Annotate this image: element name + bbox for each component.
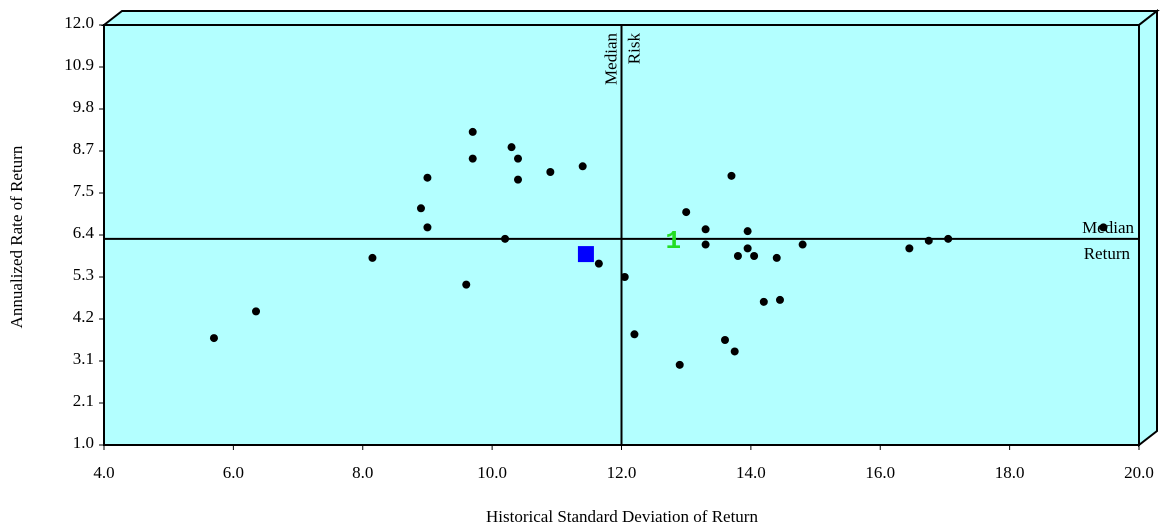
y-tick-label: 1.0 (73, 433, 94, 452)
x-tick-label: 18.0 (995, 463, 1025, 482)
scatter-point (759, 297, 768, 306)
scatter-point (368, 253, 377, 262)
scatter-point (682, 208, 691, 217)
y-tick-label: 2.1 (73, 391, 94, 410)
scatter-point (546, 168, 555, 176)
median-return-label-line2: Return (1084, 244, 1131, 263)
scatter-point (1099, 223, 1108, 232)
scatter-point (675, 360, 684, 369)
x-tick-label: 8.0 (352, 463, 373, 482)
y-tick-label: 4.2 (73, 307, 94, 326)
frame-top-face (101, 10, 1160, 26)
scatter-point (743, 244, 752, 253)
axis-ticks: 4.0 6.0 8.0 10.0 12.0 14.0 16.0 18.0 20.0 1.0 2.1 3… (64, 13, 1154, 482)
scatter-point (416, 204, 425, 213)
scatter-point (468, 127, 477, 136)
highlight-square-point (577, 246, 594, 263)
median-return-label-line1: Median (1082, 218, 1134, 237)
y-tick-label: 8.7 (73, 139, 95, 158)
scatter-point (750, 252, 759, 260)
y-tick-label: 10.9 (64, 55, 94, 74)
y-axis-title: Annualized Rate of Return (7, 145, 26, 328)
x-tick-label: 10.0 (477, 463, 507, 482)
scatter-point (730, 347, 739, 356)
x-tick-label: 12.0 (607, 463, 637, 482)
scatter-point (501, 234, 510, 243)
scatter-point (721, 336, 729, 344)
y-tick-label: 3.1 (73, 349, 94, 368)
scatter-point (578, 162, 587, 171)
scatter-point (594, 259, 603, 268)
y-tick-label: 9.8 (73, 97, 94, 116)
frame-side-face (1138, 8, 1158, 448)
scatter-point (733, 252, 742, 260)
scatter-point (423, 173, 432, 182)
x-tick-label: 16.0 (865, 463, 895, 482)
scatter-point (727, 171, 736, 180)
y-tick-label: 7.5 (73, 181, 94, 200)
scatter-point (462, 280, 471, 289)
scatter-point (772, 253, 781, 262)
scatter-point (701, 240, 710, 249)
scatter-point (944, 234, 953, 243)
scatter-point (701, 225, 710, 234)
scatter-point (209, 334, 218, 343)
median-risk-label-line1: Median (602, 33, 621, 85)
scatter-point (507, 143, 516, 152)
x-tick-label: 14.0 (736, 463, 766, 482)
scatter-point (468, 154, 477, 163)
x-tick-label: 4.0 (93, 463, 114, 482)
scatter-point (924, 236, 933, 245)
scatter-point (775, 295, 784, 304)
plot-frame (101, 8, 1160, 448)
scatter-point (905, 244, 914, 253)
scatter-point (743, 227, 752, 236)
scatter-point (514, 154, 522, 163)
scatter-point (798, 240, 807, 249)
x-tick-label: 20.0 (1124, 463, 1154, 482)
y-tick-label: 5.3 (73, 265, 94, 284)
y-tick-label: 6.4 (73, 223, 95, 242)
scatter-point (423, 223, 432, 232)
x-axis-title: Historical Standard Deviation of Return (486, 507, 758, 526)
numbered-marker-1: 1 (665, 226, 681, 256)
data-points: 1 (209, 127, 1108, 369)
scatter-point (620, 273, 629, 281)
scatter-point (252, 307, 261, 316)
x-tick-label: 6.0 (223, 463, 244, 482)
median-risk-label-line2: Risk (625, 33, 644, 65)
y-tick-label: 12.0 (64, 13, 94, 32)
scatter-point (630, 330, 639, 339)
scatter-point (514, 175, 522, 184)
